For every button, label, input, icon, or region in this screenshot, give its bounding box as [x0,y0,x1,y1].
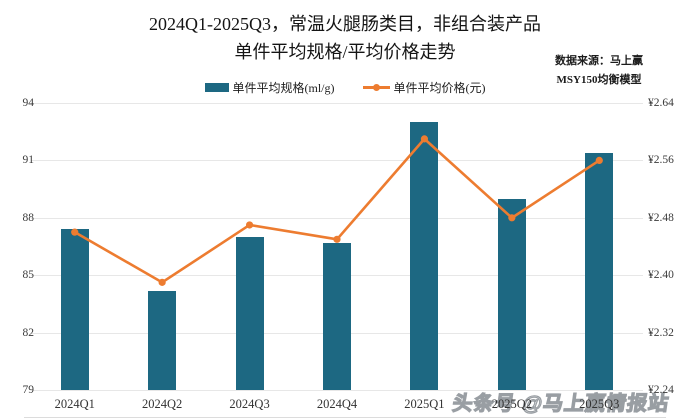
chart-title-line1: 2024Q1-2025Q3，常温火腿肠类目，非组合装产品 [149,14,541,34]
chart-title: 2024Q1-2025Q3，常温火腿肠类目，非组合装产品 单件平均规格/平均价格… [0,10,690,66]
y-axis-left-tick: 82 [22,326,35,339]
x-axis-label-2024Q3: 2024Q3 [229,397,270,411]
bar-2024Q1 [60,229,89,390]
legend: 单件平均规格(ml/g) 单件平均价格(元) [0,79,690,96]
data-source-line1: 数据来源：马上赢 [555,55,643,67]
x-axis-label-2024Q2: 2024Q2 [142,397,183,411]
line-swatch-icon [362,83,390,92]
data-source-note: 数据来源：马上赢 MSY150均衡模型 [518,52,680,90]
x-axis-label-2025Q3: 2025Q3 [579,397,620,411]
y-axis-right-tick: ¥2.48 [648,211,674,224]
gridline [31,217,643,219]
y-axis-right-tick: ¥2.64 [648,97,674,109]
y-axis-left-tick: 85 [22,269,35,282]
price-point-2025Q1 [420,135,429,143]
price-line [74,137,600,284]
bar-2024Q2 [148,290,177,390]
y-axis-left-tick: 91 [22,154,35,167]
legend-item-line: 单件平均价格(元) [362,79,486,96]
legend-label: 单件平均规格(ml/g) [232,81,335,95]
y-axis-left-tick: 79 [22,384,35,396]
bar-2025Q2 [497,198,526,390]
price-point-2025Q3 [595,156,603,164]
chart-title-line2: 单件平均规格/平均价格走势 [234,42,456,62]
y-axis-left-tick: 88 [22,211,35,224]
price-point-2024Q2 [158,278,166,286]
bar-2024Q3 [235,236,264,390]
y-axis-right-tick: ¥2.56 [648,154,674,167]
bottom-border-line [24,417,666,418]
x-axis-label-2025Q1: 2025Q1 [404,397,445,411]
legend-item-bar: 单件平均规格(ml/g) [204,79,335,96]
bar-2025Q3 [585,152,614,390]
legend-label: 单件平均价格(元) [393,81,486,95]
y-axis-right-tick: ¥2.32 [648,326,674,339]
y-axis-right-tick: ¥2.40 [648,269,674,282]
price-point-2025Q2 [508,214,516,222]
bar-2024Q4 [323,242,351,390]
data-source-line2: MSY150均衡模型 [556,74,642,86]
price-point-2024Q4 [333,235,341,243]
gridline [31,160,643,162]
x-axis-label-2024Q4: 2024Q4 [316,397,358,411]
bar-swatch-icon [204,83,229,92]
plot-area [31,103,643,391]
price-line-layer [71,135,603,286]
gridline [31,103,643,104]
gridline [31,390,643,391]
price-point-2024Q1 [71,228,79,236]
line-swatch-dot [372,84,380,91]
y-axis-left-tick: 94 [22,97,35,109]
x-axis-label-2025Q2: 2025Q2 [491,397,532,411]
price-point-2024Q3 [245,221,254,229]
y-axis-right-tick: ¥2.24 [648,384,674,396]
x-axis-label-2024Q1: 2024Q1 [54,397,95,411]
bar-2025Q1 [410,122,439,390]
